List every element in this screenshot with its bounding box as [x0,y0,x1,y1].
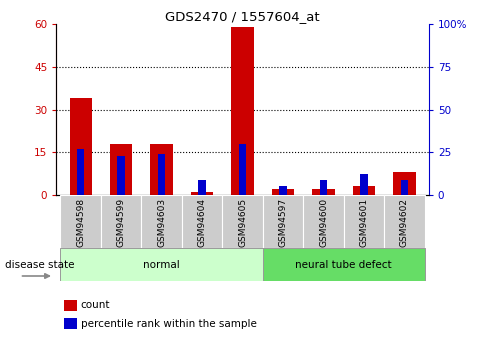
Bar [313,189,335,195]
Bar [353,186,375,195]
Bar [401,179,408,195]
Text: GSM94598: GSM94598 [76,198,85,247]
Text: normal: normal [143,260,180,270]
Bar [60,195,101,248]
Text: GSM94597: GSM94597 [278,198,288,247]
Bar [303,195,344,248]
Bar [320,179,327,195]
Bar [239,144,246,195]
Bar [77,149,84,195]
Bar [70,98,92,195]
Title: GDS2470 / 1557604_at: GDS2470 / 1557604_at [165,10,320,23]
Bar [60,248,263,281]
Text: GSM94603: GSM94603 [157,198,166,247]
Text: GSM94602: GSM94602 [400,198,409,247]
Text: GSM94601: GSM94601 [360,198,368,247]
Bar [182,195,222,248]
Bar [279,186,287,195]
Text: GSM94599: GSM94599 [117,198,125,247]
Bar [198,179,206,195]
Bar [141,195,182,248]
Text: GSM94605: GSM94605 [238,198,247,247]
Text: percentile rank within the sample: percentile rank within the sample [80,318,256,328]
Bar [118,156,125,195]
Bar [101,195,141,248]
Bar [191,192,213,195]
Bar [272,189,294,195]
Bar [150,144,173,195]
Text: disease state: disease state [5,260,74,270]
Text: GSM94604: GSM94604 [197,198,207,247]
Bar [263,248,425,281]
Bar [360,175,368,195]
Bar [64,299,77,310]
Bar [231,27,254,195]
Bar [158,154,165,195]
Bar [64,318,77,329]
Text: count: count [80,300,110,310]
Bar [110,144,132,195]
Bar [393,172,416,195]
Bar [263,195,303,248]
Bar [384,195,425,248]
Text: neural tube defect: neural tube defect [295,260,392,270]
Bar [222,195,263,248]
Text: GSM94600: GSM94600 [319,198,328,247]
Bar [344,195,384,248]
